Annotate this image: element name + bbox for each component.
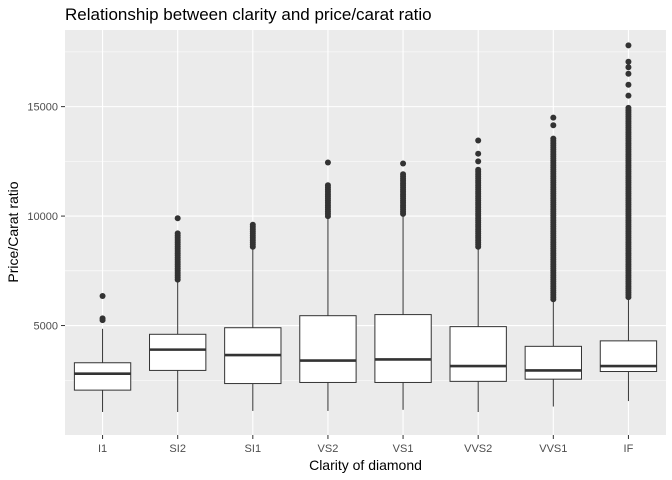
x-tick-label: VS2 (318, 443, 339, 455)
outlier-point (324, 182, 331, 189)
y-axis-title: Price/Carat ratio (5, 181, 21, 282)
x-tick-label: I1 (98, 443, 107, 455)
outlier-point (475, 150, 482, 157)
outlier-point (625, 58, 632, 65)
boxplots (73, 42, 658, 413)
outlier-point (475, 158, 482, 165)
boxplot-if (599, 42, 658, 402)
outlier-point (475, 137, 482, 144)
outlier-point (324, 159, 331, 166)
iqr-box (73, 362, 132, 391)
y-tick-label: 15000 (27, 102, 58, 114)
boxplot-si1 (224, 221, 282, 411)
x-tick-label: VVS2 (464, 443, 492, 455)
outlier-point (174, 230, 181, 237)
x-tick-label: IF (624, 443, 634, 455)
y-tick-label: 5000 (34, 321, 58, 333)
outlier-point (550, 114, 557, 121)
outlier-point (174, 215, 181, 222)
iqr-box (149, 333, 207, 371)
outlier-point (249, 221, 256, 228)
iqr-box (524, 345, 582, 380)
x-tick-label: SI2 (169, 443, 186, 455)
boxplot-i1 (73, 292, 132, 413)
outlier-point (625, 42, 632, 49)
x-axis-ticks: I1 SI2 SI1 VS2 VS1 VVS2 VVS1 IF (98, 435, 634, 455)
outlier-point (400, 171, 407, 178)
outlier-point (550, 135, 557, 142)
boxplot-vvs1 (524, 114, 582, 407)
outlier-point (475, 166, 482, 173)
outlier-point (625, 70, 632, 77)
boxplot-si2 (149, 215, 207, 413)
y-axis-ticks: 5000 10000 15000 (27, 102, 65, 333)
outlier-point (550, 122, 557, 129)
x-tick-label: SI1 (245, 443, 262, 455)
outlier-point (625, 92, 632, 99)
minor-gridlines (65, 51, 666, 381)
outlier-point (99, 292, 106, 299)
boxplot-vs2 (299, 159, 357, 411)
outlier-point (400, 160, 407, 167)
iqr-box (374, 314, 432, 383)
y-tick-label: 10000 (27, 211, 58, 223)
outlier-point (625, 81, 632, 88)
x-tick-label: VVS1 (539, 443, 567, 455)
outlier-point (625, 104, 632, 111)
outlier-point (625, 64, 632, 71)
iqr-box (449, 326, 507, 382)
iqr-box (299, 315, 357, 383)
boxplot-vvs2 (449, 137, 507, 413)
outlier-point (99, 315, 106, 322)
boxplot-vs1 (374, 160, 432, 410)
x-tick-label: VS1 (393, 443, 414, 455)
chart-title: Relationship between clarity and price/c… (65, 5, 432, 24)
x-axis-title: Clarity of diamond (309, 457, 422, 473)
